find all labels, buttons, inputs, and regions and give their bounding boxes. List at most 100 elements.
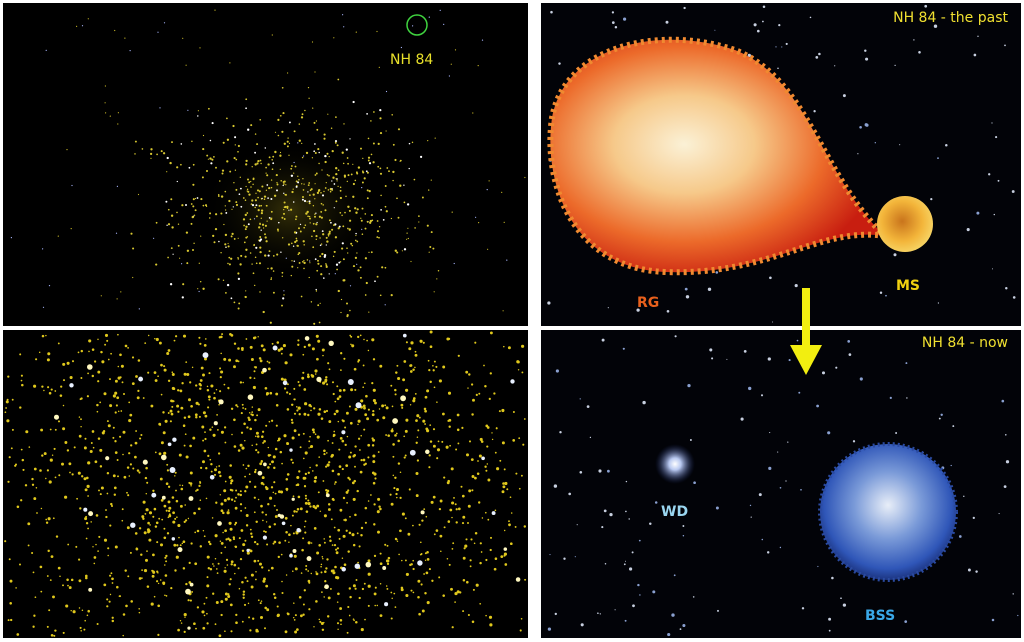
target-circle [406, 14, 428, 36]
star [385, 210, 388, 213]
star [304, 520, 307, 523]
star [477, 460, 479, 462]
star [237, 449, 241, 452]
star [209, 139, 212, 142]
star [281, 521, 286, 526]
star [351, 481, 355, 485]
star [319, 510, 322, 513]
star [392, 443, 395, 446]
star [20, 374, 23, 377]
star [271, 159, 273, 161]
star [167, 208, 170, 211]
star [238, 302, 241, 305]
star [247, 602, 250, 605]
star [145, 466, 148, 470]
star [220, 541, 224, 545]
star [229, 603, 233, 607]
star [244, 407, 247, 410]
star [239, 493, 243, 497]
star [353, 454, 356, 457]
star [342, 258, 345, 261]
star [83, 446, 87, 450]
star [495, 427, 498, 430]
star [320, 243, 323, 245]
star [299, 446, 302, 449]
star [342, 225, 345, 228]
star [359, 334, 362, 337]
star [69, 375, 73, 380]
star [319, 237, 321, 239]
star [455, 448, 458, 451]
star [260, 481, 264, 485]
star [405, 418, 409, 422]
star [59, 394, 63, 397]
star [181, 382, 184, 385]
star [918, 51, 921, 54]
star [307, 215, 309, 218]
star [364, 213, 367, 215]
star [57, 235, 59, 237]
star [345, 529, 348, 532]
star [157, 31, 159, 33]
star [487, 478, 491, 482]
star [367, 584, 371, 588]
star [379, 562, 383, 566]
star [352, 543, 356, 547]
star [279, 450, 283, 454]
star [262, 367, 267, 373]
star [250, 203, 253, 205]
star [227, 245, 230, 248]
star [334, 481, 337, 484]
star [190, 485, 192, 487]
star [234, 521, 238, 525]
star [342, 162, 345, 165]
star [348, 405, 351, 408]
star [283, 294, 285, 296]
star [139, 437, 142, 440]
star [184, 616, 186, 618]
star [78, 434, 82, 438]
star [255, 204, 258, 207]
star [328, 155, 330, 158]
star [246, 190, 248, 192]
star [78, 558, 81, 561]
star [310, 542, 313, 544]
star [256, 143, 259, 146]
star [181, 296, 184, 299]
star [257, 208, 260, 212]
star [637, 583, 640, 587]
star [115, 404, 118, 407]
star [98, 489, 100, 492]
star [559, 431, 562, 434]
star [202, 134, 205, 137]
star [259, 462, 263, 466]
star [342, 14, 344, 16]
star [174, 471, 177, 474]
star [216, 572, 219, 574]
star [159, 424, 162, 426]
star [377, 497, 381, 501]
star [175, 489, 177, 492]
star [425, 449, 430, 455]
star [975, 570, 978, 573]
star [241, 348, 244, 352]
star [285, 184, 287, 186]
star [48, 609, 51, 612]
star [20, 448, 23, 451]
star [250, 186, 252, 188]
star [335, 548, 338, 551]
star [283, 290, 285, 292]
star [370, 153, 373, 156]
star [256, 414, 259, 417]
star [199, 47, 201, 49]
star [227, 386, 230, 390]
star [171, 226, 174, 229]
star [502, 310, 504, 312]
star [436, 401, 438, 403]
star [40, 507, 43, 510]
star [290, 418, 294, 422]
star [462, 515, 466, 519]
star [282, 344, 286, 348]
star [192, 183, 195, 186]
